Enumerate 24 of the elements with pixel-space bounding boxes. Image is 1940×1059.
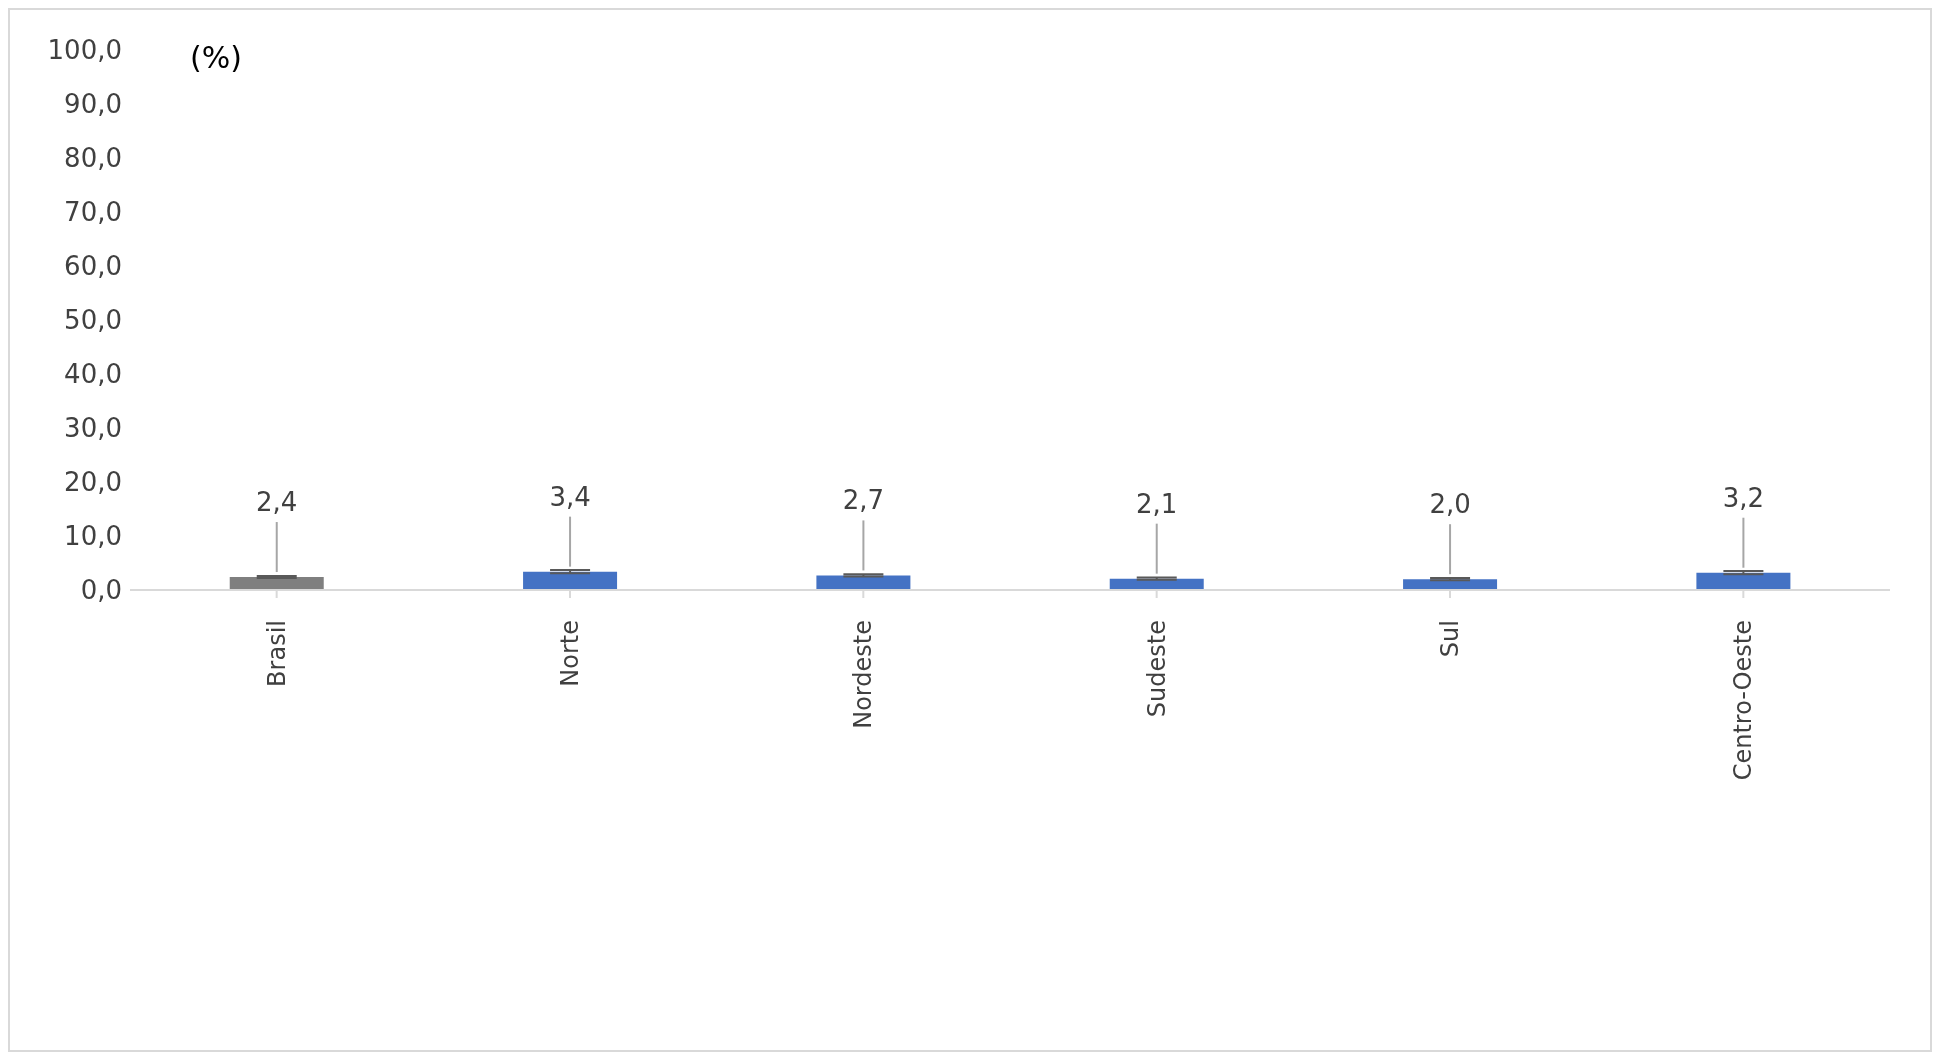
- data-label: 3,4: [549, 481, 591, 512]
- x-tick-label: Nordeste: [849, 620, 878, 729]
- x-tick-label: Norte: [556, 620, 584, 687]
- x-tick-label: Brasil: [262, 620, 291, 687]
- y-tick-label: 90,0: [64, 89, 122, 120]
- y-tick-label: 10,0: [64, 521, 122, 552]
- y-tick-label: 70,0: [64, 197, 122, 228]
- x-tick-label: Sudeste: [1142, 620, 1171, 718]
- y-tick-label: 40,0: [64, 359, 122, 390]
- y-tick-label: 50,0: [64, 305, 122, 336]
- y-tick-label: 80,0: [64, 143, 122, 174]
- data-label: 2,0: [1429, 489, 1471, 520]
- y-tick-label: 60,0: [64, 251, 122, 282]
- y-tick-label: 20,0: [64, 467, 122, 498]
- x-tick-label: Centro-Oeste: [1729, 620, 1758, 781]
- y-axis-title: (%): [190, 40, 242, 75]
- data-label: 2,4: [256, 487, 298, 518]
- y-tick-label: 30,0: [64, 413, 122, 444]
- x-tick-label: Sul: [1436, 620, 1464, 658]
- data-label: 2,7: [842, 485, 885, 516]
- y-tick-label: 100,0: [47, 35, 122, 66]
- y-tick-label: 0,0: [80, 575, 122, 606]
- data-label: 3,2: [1722, 482, 1765, 513]
- data-label: 2,1: [1136, 488, 1178, 519]
